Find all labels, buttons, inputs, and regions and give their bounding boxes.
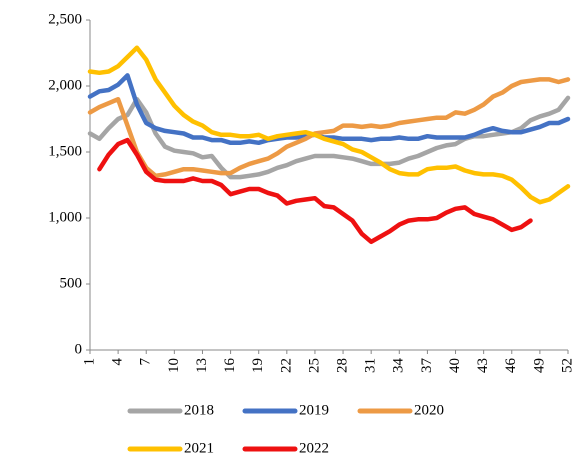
series-line xyxy=(87,77,571,179)
y-tick-label: 1,500 xyxy=(48,143,82,159)
y-tick-label: 0 xyxy=(75,341,83,357)
x-tick-label: 10 xyxy=(166,358,182,373)
x-tick-label: 40 xyxy=(447,358,463,373)
series-line xyxy=(87,73,571,146)
series-line xyxy=(97,137,533,245)
x-tick-label: 37 xyxy=(419,358,435,374)
legend-label: 2018 xyxy=(184,402,214,418)
x-tick-label: 1 xyxy=(81,358,97,366)
legend-label: 2019 xyxy=(299,402,329,418)
y-tick-label: 2,000 xyxy=(48,77,82,93)
x-tick-label: 52 xyxy=(559,358,575,373)
legend-label: 2022 xyxy=(299,440,329,456)
x-tick-label: 13 xyxy=(194,358,210,373)
y-tick-label: 500 xyxy=(60,275,83,291)
x-tick-label: 49 xyxy=(531,358,547,373)
x-tick-label: 25 xyxy=(306,358,322,373)
y-tick-label: 1,000 xyxy=(48,209,82,225)
legend-label: 2020 xyxy=(414,402,444,418)
x-tick-label: 31 xyxy=(363,358,379,373)
y-tick-label: 2,500 xyxy=(48,11,82,27)
series-line xyxy=(87,45,571,205)
x-tick-label: 16 xyxy=(222,358,238,374)
x-tick-label: 19 xyxy=(250,358,266,373)
x-tick-label: 43 xyxy=(475,358,491,373)
series-line xyxy=(87,95,571,180)
x-tick-label: 34 xyxy=(391,358,407,374)
legend-label: 2021 xyxy=(184,440,214,456)
x-tick-label: 46 xyxy=(503,358,519,374)
x-tick-label: 22 xyxy=(278,358,294,373)
x-tick-label: 4 xyxy=(110,358,126,366)
x-tick-label: 28 xyxy=(334,358,350,373)
x-tick-label: 7 xyxy=(138,358,154,366)
